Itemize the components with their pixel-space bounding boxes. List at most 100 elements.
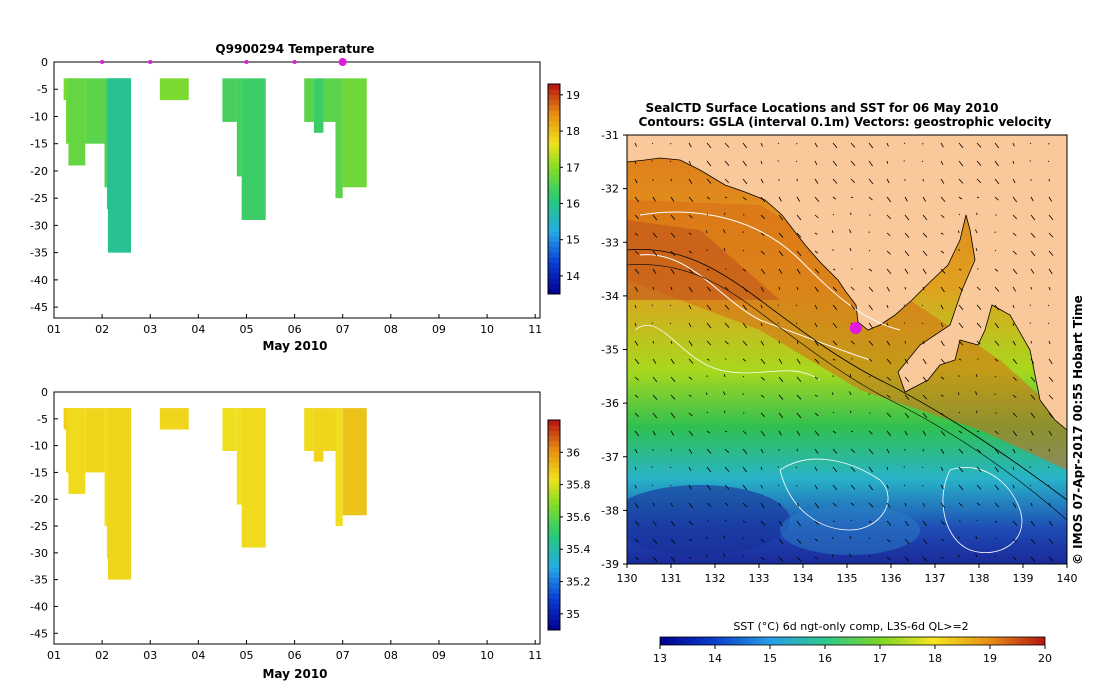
velocity-vector — [796, 394, 802, 400]
map-y-tick-label: -36 — [601, 397, 619, 410]
velocity-vector — [940, 538, 944, 542]
map-y-tick-label: -34 — [601, 290, 619, 303]
y-tick-label: -25 — [30, 520, 48, 533]
x-tick-label: 05 — [239, 649, 253, 662]
salinity-panel: 01 02 03 04 05 06 07 08 09 10 11 0 -5 -10 -15 -20 -25 -30… — [30, 386, 590, 681]
velocity-vector — [922, 196, 927, 202]
colorbar-segment — [548, 220, 560, 227]
velocity-vector — [1012, 358, 1018, 365]
velocity-vector — [976, 142, 982, 148]
velocity-vector — [670, 196, 675, 202]
velocity-vector — [1012, 286, 1017, 292]
x-tick-label: 07 — [336, 649, 350, 662]
colorbar-segment — [548, 173, 560, 179]
x-tick-label: 11 — [528, 323, 542, 336]
temperature-xlabel: May 2010 — [262, 339, 327, 353]
colorbar-segment — [548, 420, 560, 426]
velocity-vector — [777, 484, 780, 487]
colorbar-segment — [548, 157, 560, 164]
velocity-vector — [814, 160, 818, 165]
imos-credit-label: © IMOS 07-Apr-2017 00:55 Hobart Time — [1071, 295, 1085, 565]
colorbar-segment — [548, 556, 560, 563]
velocity-vector — [832, 304, 838, 311]
velocity-vector — [868, 430, 873, 435]
sst-colorbar-tick-label: 17 — [873, 652, 887, 665]
velocity-vector — [922, 358, 927, 365]
colorbar-segment — [548, 252, 560, 258]
map-y-tick-label: -35 — [601, 344, 619, 357]
sst-colorbar-title: SST (°C) 6d ngt-only comp, L3S-6d QL>=2 — [733, 620, 968, 633]
velocity-vector — [688, 286, 693, 293]
velocity-vector — [688, 376, 693, 380]
velocity-vector — [868, 160, 873, 167]
velocity-vector — [742, 358, 747, 362]
velocity-vector — [957, 230, 960, 234]
velocity-vector — [994, 268, 999, 272]
velocity-vector — [778, 358, 783, 364]
velocity-vector — [832, 230, 834, 234]
velocity-vector — [994, 322, 999, 329]
velocity-vector — [706, 213, 709, 216]
colorbar-segment — [548, 189, 560, 195]
velocity-vector — [940, 304, 944, 310]
colorbar-segment — [548, 551, 560, 557]
velocity-vector — [814, 484, 818, 490]
velocity-vector — [1012, 232, 1017, 237]
velocity-vector — [778, 268, 783, 274]
velocity-vector — [922, 268, 927, 275]
velocity-vector — [1029, 484, 1032, 486]
velocity-vector — [1047, 304, 1050, 307]
velocity-vector — [795, 160, 798, 162]
velocity-vector — [724, 502, 729, 506]
velocity-vector — [760, 178, 764, 184]
velocity-vector — [814, 304, 818, 310]
gsla-contour — [639, 254, 871, 361]
colorbar-segment — [548, 231, 560, 237]
velocity-vector — [1048, 232, 1054, 238]
velocity-vector — [634, 196, 640, 203]
velocity-vector — [850, 484, 856, 490]
colorbar-segment — [548, 84, 560, 90]
velocity-vector — [1030, 340, 1032, 344]
land-mass — [627, 135, 1067, 431]
y-tick-label: -35 — [30, 574, 48, 587]
velocity-vector — [669, 322, 672, 325]
velocity-vector — [994, 196, 999, 201]
velocity-vector — [669, 466, 672, 468]
velocity-vector — [814, 394, 818, 397]
bathymetry-line — [627, 264, 1067, 521]
velocity-vector — [868, 537, 870, 540]
velocity-vector — [723, 535, 726, 540]
temperature-panel: Q9900294 Temperature 01 02 03 04 05 06 07 08 09 1… — [30, 42, 580, 353]
velocity-vector — [868, 466, 873, 473]
cast-profile — [342, 78, 367, 188]
velocity-vector — [1030, 358, 1035, 364]
velocity-vector — [940, 286, 945, 293]
velocity-vector — [796, 340, 799, 345]
velocity-vector — [688, 232, 692, 235]
velocity-vector — [760, 412, 766, 418]
velocity-vector — [886, 376, 891, 381]
velocity-vector — [795, 304, 798, 307]
colorbar-segment — [548, 199, 560, 206]
cast-profile — [107, 78, 131, 253]
velocity-vector — [832, 213, 835, 216]
velocity-vector — [958, 304, 964, 311]
velocity-vector — [940, 484, 944, 490]
velocity-vector — [634, 160, 637, 165]
velocity-vector — [1030, 232, 1036, 238]
map-x-tick-label: 139 — [1013, 572, 1034, 585]
colorbar-segment — [548, 126, 560, 132]
y-tick-label: -45 — [30, 301, 48, 314]
velocity-vector — [706, 502, 711, 507]
y-tick-label: -15 — [30, 466, 48, 479]
colorbar-segment — [548, 609, 560, 615]
colorbar-segment — [548, 472, 560, 479]
velocity-vector — [976, 304, 982, 310]
velocity-vector — [904, 538, 910, 544]
y-tick-label: -30 — [30, 547, 48, 560]
velocity-vector — [975, 229, 978, 234]
velocity-vector — [688, 358, 694, 364]
velocity-vector — [849, 391, 852, 396]
velocity-vector — [958, 430, 963, 434]
